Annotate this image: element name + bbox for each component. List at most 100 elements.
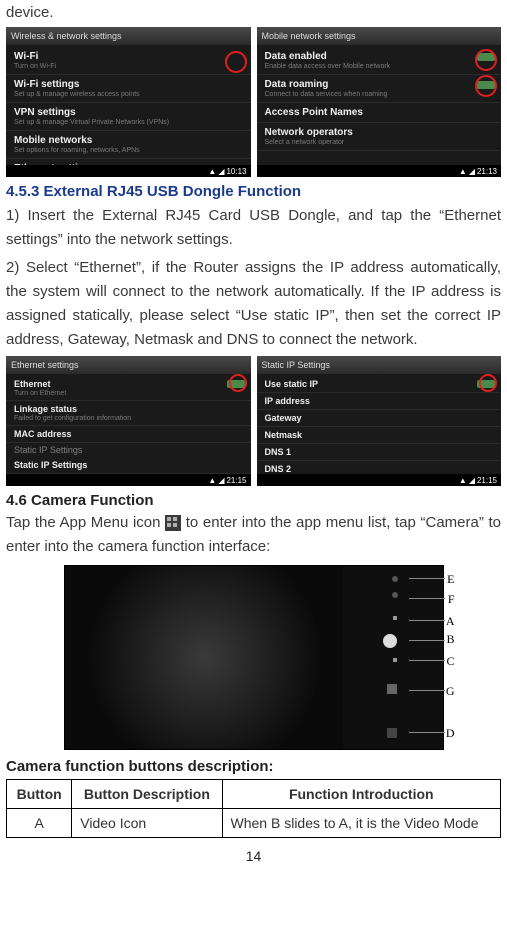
col-function: Function Introduction: [222, 780, 500, 809]
label-C: C: [444, 654, 456, 669]
signal-icon: ◢: [469, 476, 475, 485]
setting-title: MAC address: [14, 429, 243, 439]
mobile-network-screenshot: Mobile network settings Data enabledEnab…: [257, 27, 502, 177]
clock: 21:15: [226, 476, 246, 485]
text-pre: Tap the App Menu icon: [6, 514, 165, 531]
status-bar: ▲◢21:15: [6, 474, 251, 486]
setting-item: Static IP Settings: [6, 457, 251, 474]
clock: 21:15: [477, 476, 497, 485]
wifi-icon: ▲: [208, 167, 216, 176]
setting-title: Ethernet: [14, 379, 243, 389]
setting-subtitle: Failed to get configuration information: [14, 415, 243, 422]
setting-title: Linkage status: [14, 404, 243, 414]
setting-item: Mobile networksSet options for roaming, …: [6, 131, 251, 159]
setting-item: Access Point Names: [257, 103, 502, 123]
label-G: G: [444, 684, 457, 699]
signal-icon: ◢: [469, 167, 475, 176]
setting-title: DNS 2: [265, 464, 494, 474]
setting-title: Access Point Names: [265, 107, 494, 118]
setting-title: Netmask: [265, 430, 494, 440]
setting-item: DNS 1: [257, 444, 502, 461]
leader-line: [409, 598, 445, 599]
settings-list: Use static IP IP address Gateway Netmask DNS…: [257, 374, 502, 478]
camera-button: [392, 592, 398, 598]
setting-title: IP address: [265, 396, 494, 406]
setting-subtitle: Connect to data services when roaming: [265, 91, 494, 98]
screen-header: Static IP Settings: [257, 356, 502, 374]
setting-item: Data enabledEnable data access over Mobi…: [257, 47, 502, 75]
page-number: 14: [6, 848, 501, 864]
setting-item: Gateway: [257, 410, 502, 427]
camera-button: [393, 616, 397, 620]
label-E: E: [445, 572, 456, 587]
setting-item: Network operatorsSelect a network operat…: [257, 123, 502, 151]
setting-title: Gateway: [265, 413, 494, 423]
setting-subtitle: Turn on Ethernet: [14, 390, 243, 397]
signal-icon: ◢: [218, 167, 224, 176]
leader-line: [409, 578, 445, 579]
highlight-circle: [475, 75, 497, 97]
setting-item: Use static IP: [257, 376, 502, 393]
setting-item: Wi-FiTurn on Wi-Fi: [6, 47, 251, 75]
highlight-circle: [229, 374, 247, 392]
col-description: Button Description: [72, 780, 222, 809]
setting-title: Static IP Settings: [14, 460, 243, 470]
leader-line: [409, 620, 445, 621]
label-B: B: [444, 632, 456, 647]
status-bar: ▲◢10:13: [6, 165, 251, 177]
settings-list: Wi-FiTurn on Wi-FiWi-Fi settingsSet up &…: [6, 45, 251, 177]
setting-subtitle: Set up & manage wireless access points: [14, 91, 243, 98]
status-bar: ▲◢21:13: [257, 165, 502, 177]
app-menu-icon: [165, 515, 181, 531]
screenshot-row-2: Ethernet settings EthernetTurn on Ethern…: [6, 356, 501, 486]
leader-line: [409, 690, 445, 691]
camera-button: [387, 684, 397, 694]
signal-icon: ◢: [218, 476, 224, 485]
camera-button: [383, 634, 397, 648]
setting-title: Data roaming: [265, 79, 494, 90]
highlight-circle: [475, 49, 497, 71]
leader-line: [409, 732, 445, 733]
camera-interface-image: E F A B C G D: [64, 565, 444, 750]
wifi-icon: ▲: [459, 476, 467, 485]
top-fragment-text: device.: [6, 4, 501, 21]
screen-header: Wireless & network settings: [6, 27, 251, 45]
setting-subtitle: Set up & manage Virtual Private Networks…: [14, 119, 243, 126]
setting-title: Data enabled: [265, 51, 494, 62]
cell-function: When B slides to A, it is the Video Mode: [222, 809, 500, 838]
setting-title: Mobile networks: [14, 135, 243, 146]
wireless-settings-screenshot: Wireless & network settings Wi-FiTurn on…: [6, 27, 251, 177]
setting-subtitle: Set options for roaming, networks, APNs: [14, 147, 243, 154]
wifi-icon: ▲: [208, 476, 216, 485]
settings-list: Data enabledEnable data access over Mobi…: [257, 45, 502, 151]
cell-button: A: [7, 809, 72, 838]
section-heading-453: 4.5.3 External RJ45 USB Dongle Function: [6, 183, 501, 200]
status-bar: ▲◢21:15: [257, 474, 502, 486]
label-D: D: [444, 726, 457, 741]
static-ip-section-header: Static IP Settings: [6, 443, 251, 457]
highlight-circle: [225, 51, 247, 73]
camera-buttons-heading: Camera function buttons description:: [6, 758, 501, 775]
settings-list: EthernetTurn on Ethernet Linkage statusFa…: [6, 374, 251, 474]
setting-item: Wi-Fi settingsSet up & manage wireless a…: [6, 75, 251, 103]
setting-item: MAC address: [6, 426, 251, 443]
paragraph-453-2: 2) Select “Ethernet”, if the Router assi…: [6, 256, 501, 352]
camera-button: [393, 658, 397, 662]
table-header-row: Button Button Description Function Intro…: [7, 780, 501, 809]
leader-line: [409, 660, 445, 661]
setting-item: VPN settingsSet up & manage Virtual Priv…: [6, 103, 251, 131]
screen-header: Ethernet settings: [6, 356, 251, 374]
setting-title: DNS 1: [265, 447, 494, 457]
setting-title: Wi-Fi settings: [14, 79, 243, 90]
setting-item: Linkage statusFailed to get configuratio…: [6, 401, 251, 426]
col-button: Button: [7, 780, 72, 809]
camera-button: [392, 576, 398, 582]
screenshot-row-1: Wireless & network settings Wi-FiTurn on…: [6, 27, 501, 177]
label-A: A: [444, 614, 457, 629]
static-ip-screenshot: Static IP Settings Use static IP IP addre…: [257, 356, 502, 486]
highlight-circle: [479, 374, 497, 392]
setting-title: Use static IP: [265, 379, 494, 389]
screen-header: Mobile network settings: [257, 27, 502, 45]
setting-title: Network operators: [265, 127, 494, 138]
camera-preview-area: [65, 566, 345, 749]
